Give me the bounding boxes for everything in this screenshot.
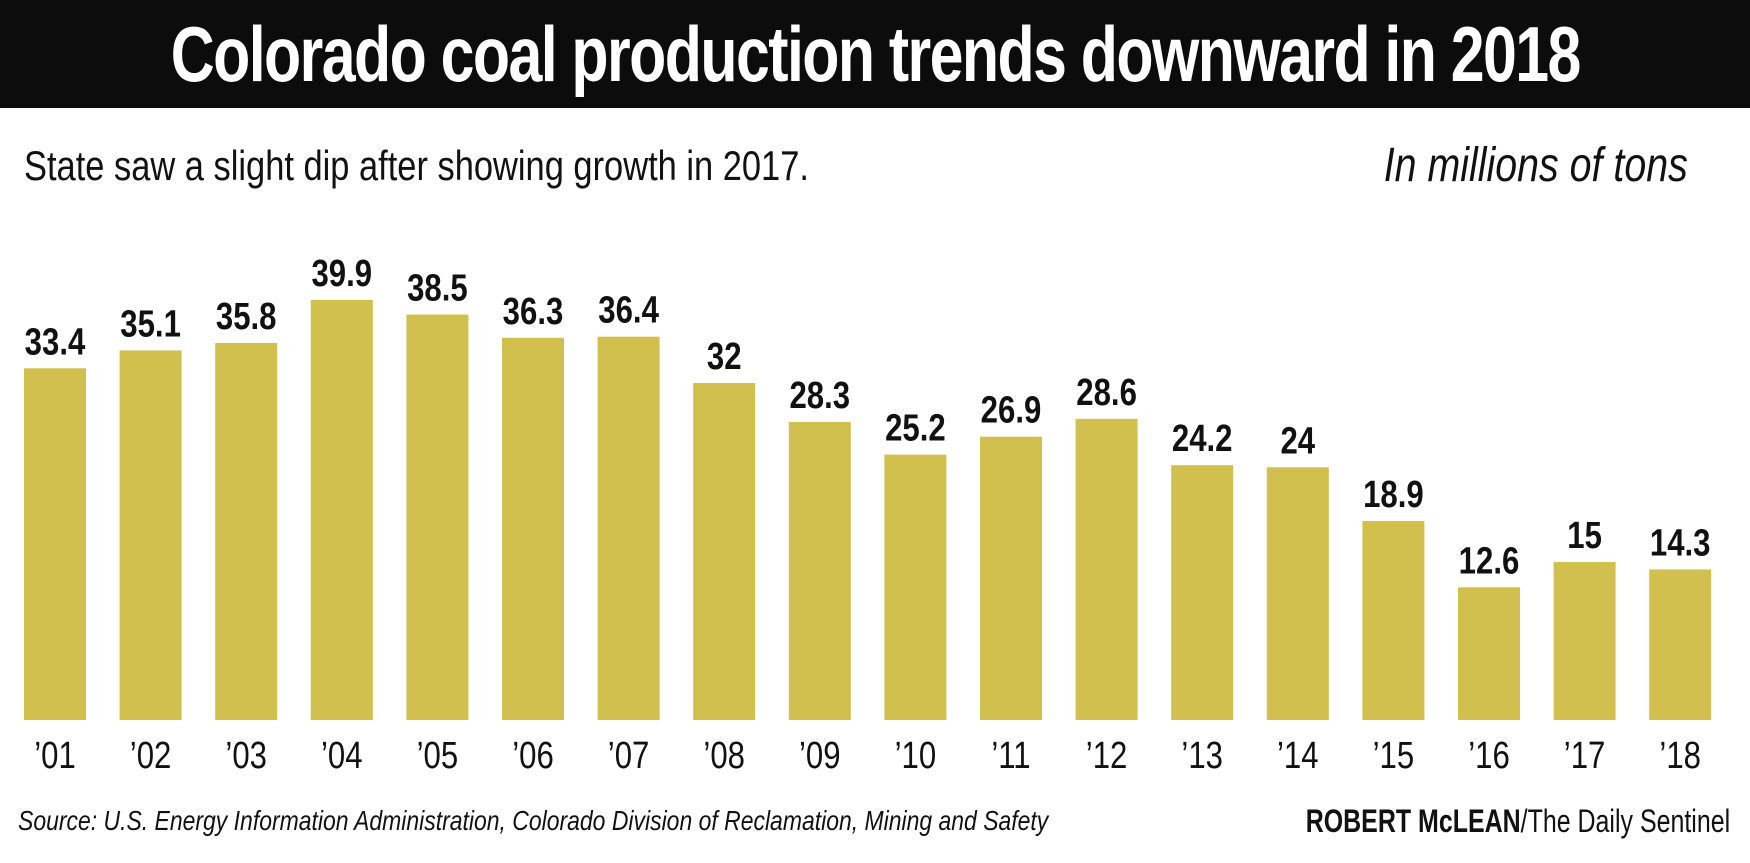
bar-value-label-14: 18.9 <box>1363 474 1424 516</box>
bar-value-label-17: 14.3 <box>1650 523 1711 565</box>
bar-value-label-6: 36.4 <box>598 290 659 332</box>
x-tick-label-12: ’13 <box>1181 735 1223 777</box>
bar-6 <box>597 336 660 720</box>
bar-12 <box>1171 465 1234 720</box>
bar-value-label-13: 24 <box>1280 420 1315 462</box>
source-note: Source: U.S. Energy Information Administ… <box>18 805 1049 836</box>
bar-7 <box>693 383 756 720</box>
bar-3 <box>310 299 373 720</box>
bar-17 <box>1649 569 1712 720</box>
bar-2 <box>215 343 278 720</box>
bar-4 <box>406 314 469 720</box>
bar-1 <box>119 350 182 720</box>
bar-value-label-4: 38.5 <box>407 268 468 310</box>
x-tick-label-4: ’05 <box>417 735 459 777</box>
units-note: In millions of tons <box>1383 139 1688 192</box>
bar-8 <box>788 422 851 720</box>
bar-9 <box>884 454 947 720</box>
bar-10 <box>980 436 1042 720</box>
bar-11 <box>1075 418 1138 720</box>
chart-subtitle: State saw a slight dip after showing gro… <box>24 142 809 189</box>
bar-13 <box>1266 467 1329 720</box>
bar-value-label-10: 26.9 <box>981 390 1042 432</box>
x-tick-label-0: ’01 <box>34 735 76 777</box>
credit-author: ROBERT McLEAN <box>1305 803 1521 839</box>
x-tick-label-8: ’09 <box>799 735 841 777</box>
x-tick-label-2: ’03 <box>225 735 267 777</box>
bar-value-label-16: 15 <box>1567 515 1602 557</box>
credit-line: ROBERT McLEAN/The Daily Sentinel <box>1306 803 1730 840</box>
bar-value-label-8: 28.3 <box>789 375 850 417</box>
x-tick-label-10: ’11 <box>991 735 1030 777</box>
bar-value-label-3: 39.9 <box>311 253 372 295</box>
bar-value-label-2: 35.8 <box>216 296 277 338</box>
bar-value-label-0: 33.4 <box>25 321 86 363</box>
bar-value-label-12: 24.2 <box>1172 418 1233 460</box>
x-tick-label-5: ’06 <box>512 735 554 777</box>
bar-value-label-15: 12.6 <box>1459 541 1520 583</box>
chart-title: Colorado coal production trends downward… <box>170 9 1581 98</box>
x-tick-label-15: ’16 <box>1468 735 1510 777</box>
bar-value-label-7: 32 <box>707 336 742 378</box>
bar-14 <box>1362 520 1425 720</box>
x-tick-label-11: ’12 <box>1086 735 1128 777</box>
bar-value-label-9: 25.2 <box>885 408 946 450</box>
bar-16 <box>1553 562 1616 720</box>
bar-value-label-1: 35.1 <box>120 304 181 346</box>
x-tick-label-1: ’02 <box>130 735 172 777</box>
x-tick-label-6: ’07 <box>608 735 650 777</box>
x-tick-label-16: ’17 <box>1564 735 1606 777</box>
bar-0 <box>24 368 86 720</box>
bar-5 <box>502 337 564 720</box>
x-tick-label-9: ’10 <box>895 735 937 777</box>
x-tick-label-7: ’08 <box>703 735 745 777</box>
bar-chart: 33.4 ’01 35.1 ’02 35.8 ’03 39.9 ’04 38.5 ’05 36.3 ’… <box>0 220 1750 780</box>
credit-publication: /The Daily Sentinel <box>1520 803 1730 839</box>
x-tick-label-13: ’14 <box>1277 735 1319 777</box>
x-tick-label-14: ’15 <box>1373 735 1415 777</box>
bar-15 <box>1458 587 1520 720</box>
title-bar: Colorado coal production trends downward… <box>0 0 1750 108</box>
bar-value-label-11: 28.6 <box>1076 372 1137 414</box>
x-tick-label-3: ’04 <box>321 735 363 777</box>
bar-chart-svg: 33.4 ’01 35.1 ’02 35.8 ’03 39.9 ’04 38.5 ’05 36.3 ’… <box>24 253 1712 777</box>
x-tick-label-17: ’18 <box>1659 735 1701 777</box>
bar-value-label-5: 36.3 <box>503 291 564 333</box>
